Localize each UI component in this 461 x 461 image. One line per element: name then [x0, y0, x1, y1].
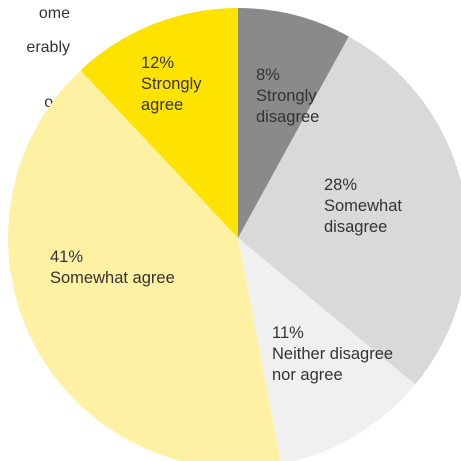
slice-percent-label: 12% — [141, 54, 174, 72]
slice-category-label: Strongly — [256, 87, 317, 105]
pie-labels: 8% Strongly disagree 28% Somewhat disagree 11%… — [50, 54, 402, 384]
slice-category-label: Neither disagree — [272, 345, 393, 363]
pie-slice — [80, 8, 238, 238]
slice-label: 12% Strongly agree — [141, 54, 202, 114]
cropped-caption-line: ome — [38, 5, 70, 22]
slice-category-label: Somewhat — [324, 197, 402, 215]
pie-slice — [238, 36, 461, 385]
slice-category-label: disagree — [324, 218, 387, 236]
pie-slice — [238, 238, 416, 461]
slice-category-label: nor agree — [272, 366, 343, 384]
slice-percent-label: 28% — [324, 176, 357, 194]
slice-label: 28% Somewhat disagree — [324, 176, 402, 236]
slice-percent-label: 11% — [272, 324, 304, 342]
slice-label: 11% Neither disagree nor agree — [272, 324, 393, 384]
pie-slice — [7, 70, 281, 461]
slice-percent-label: 8% — [256, 66, 280, 84]
slice-label: 8% Strongly disagree — [256, 66, 319, 126]
slice-category-label: Strongly — [141, 75, 202, 93]
slice-category-label: Somewhat agree — [50, 269, 175, 287]
slice-label: 41% Somewhat agree — [50, 248, 175, 287]
pie-slice — [238, 8, 349, 238]
slice-category-label: agree — [141, 96, 183, 114]
slice-percent-label: 41% — [50, 248, 83, 266]
pie-slices — [7, 8, 461, 461]
cropped-caption-line: erably — [26, 39, 70, 56]
slice-category-label: disagree — [256, 108, 319, 126]
